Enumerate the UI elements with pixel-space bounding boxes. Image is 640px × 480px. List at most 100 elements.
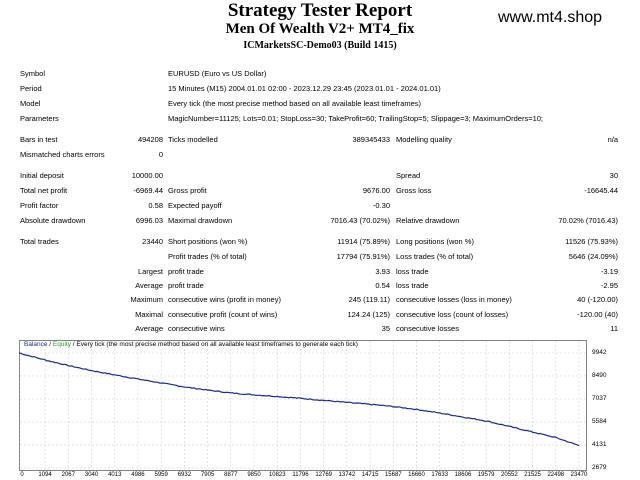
- total-trades-value: 23440: [142, 237, 163, 246]
- server-name: ICMarketsSC-Demo03 (Build 1415): [243, 40, 397, 51]
- x-tick-label: 14715: [361, 472, 379, 478]
- maximal-consecutive-profit-value: 124.24 (125): [347, 310, 390, 319]
- x-tick-label: 3040: [84, 472, 99, 478]
- y-tick-label: 8490: [592, 371, 607, 379]
- gross-profit-value: 9676.00: [362, 186, 390, 195]
- average-label: Average: [135, 281, 163, 290]
- bars-value: 494208: [137, 135, 163, 144]
- x-tick-label: 6932: [177, 472, 192, 478]
- largest-profit-label: profit trade: [168, 267, 204, 276]
- model-value: Every tick (the most precise method base…: [168, 99, 422, 108]
- legend-equity: Equity: [52, 341, 71, 348]
- gross-loss-label: Gross loss: [396, 186, 432, 195]
- chart-frame: [19, 340, 587, 471]
- model-label: Model: [20, 99, 41, 108]
- absolute-drawdown-value: 6996.03: [135, 216, 163, 225]
- balance-chart: [19, 340, 587, 471]
- ticks-label: Ticks modelled: [168, 135, 218, 144]
- max-consecutive-wins-label: consecutive wins (profit in money): [168, 295, 281, 304]
- largest-loss-label: loss trade: [396, 267, 429, 276]
- gross-loss-value: -16645.44: [584, 186, 618, 195]
- total-trades-label: Total trades: [20, 237, 59, 246]
- y-tick-label: 7037: [592, 394, 607, 402]
- spread-value: 30: [609, 171, 618, 180]
- x-tick-label: 23470: [570, 472, 588, 478]
- x-tick-label: 15687: [384, 472, 402, 478]
- x-tick-label: 13742: [338, 472, 356, 478]
- parameters-value: MagicNumber=11125; Lots=0.01; StopLoss=3…: [168, 114, 544, 123]
- average-loss-value: -2.95: [600, 281, 618, 290]
- average-profit-label: profit trade: [168, 281, 204, 290]
- absolute-drawdown-label: Absolute drawdown: [20, 216, 86, 225]
- period-value: 15 Minutes (M15) 2004.01.01 02:00 - 2023…: [168, 84, 441, 93]
- y-tick-label: 2679: [592, 464, 607, 471]
- avg-consecutive-wins-label: consecutive wins: [168, 324, 225, 333]
- x-tick-label: 4986: [131, 472, 145, 478]
- x-tick-label: 16660: [408, 472, 425, 478]
- maximum-label: Maximum: [130, 295, 163, 304]
- relative-drawdown-label: Relative drawdown: [396, 216, 460, 225]
- x-tick-label: 10823: [268, 472, 286, 478]
- largest-profit-value: 3.93: [375, 267, 390, 276]
- x-tick-label: 4013: [108, 472, 122, 478]
- quality-value: n/a: [607, 135, 618, 144]
- balance-line: [19, 352, 580, 447]
- symbol-label: Symbol: [20, 69, 46, 78]
- maximal-consecutive-loss-label: consecutive loss (count of losses): [396, 310, 509, 319]
- avg-consecutive-losses-label: consecutive losses: [396, 324, 459, 333]
- report-title: Strategy Tester Report: [227, 0, 413, 21]
- loss-trades-value: 5646 (24.09%): [568, 252, 618, 261]
- long-positions-value: 11526 (75.93%): [565, 237, 618, 246]
- gross-profit-label: Gross profit: [168, 186, 207, 195]
- y-tick-label: 5584: [592, 418, 607, 425]
- max-consecutive-losses-label: consecutive losses (loss in money): [396, 295, 512, 304]
- profit-factor-value: 0.58: [148, 201, 163, 210]
- x-tick-label: 22498: [547, 472, 565, 478]
- chart-legend: Balance / Equity / Every tick (the most …: [24, 341, 358, 348]
- relative-drawdown-value: 70.02% (7016.43): [558, 216, 618, 225]
- largest-loss-value: -3.19: [600, 267, 618, 276]
- largest-label: Largest: [137, 267, 163, 276]
- symbol-value: EURUSD (Euro vs US Dollar): [168, 69, 267, 78]
- maximal-consecutive-loss-value: -120.00 (40): [577, 310, 618, 319]
- mismatch-label: Mismatched charts errors: [20, 150, 105, 159]
- profit-factor-label: Profit factor: [20, 201, 59, 210]
- deposit-value: 10000.00: [131, 171, 163, 180]
- max-consecutive-wins-value: 245 (119.11): [348, 295, 390, 304]
- average-consecutive-label: Average: [135, 324, 163, 333]
- deposit-label: Initial deposit: [20, 171, 64, 180]
- maximal-consecutive-profit-label: consecutive profit (count of wins): [168, 310, 278, 319]
- max-consecutive-losses-value: 40 (-120.00): [577, 295, 618, 304]
- short-positions-value: 11914 (75.89%): [337, 237, 390, 246]
- long-positions-label: Long positions (won %): [396, 237, 474, 246]
- x-tick-label: 18606: [454, 472, 472, 478]
- x-tick-label: 1094: [38, 472, 52, 478]
- legend-model-text: / Every tick (the most precise method ba…: [71, 341, 358, 348]
- y-tick-label: 9942: [592, 349, 607, 356]
- x-tick-label: 19579: [477, 472, 495, 478]
- ticks-value: 389345433: [352, 135, 390, 144]
- average-loss-label: loss trade: [396, 281, 429, 290]
- x-tick-label: 20552: [501, 472, 518, 478]
- parameters-label: Parameters: [20, 114, 59, 123]
- x-tick-label: 5959: [154, 472, 168, 478]
- x-tick-label: 7905: [200, 472, 215, 478]
- expert-name: Men Of Wealth V2+ MT4_fix: [225, 21, 415, 37]
- profit-trades-label: Profit trades (% of total): [168, 252, 247, 261]
- expected-payoff-value: -0.30: [372, 201, 390, 210]
- short-positions-label: Short positions (won %): [168, 237, 248, 246]
- period-label: Period: [20, 84, 42, 93]
- net-profit-value: -6969.44: [133, 186, 163, 195]
- avg-consecutive-wins-value: 35: [381, 324, 390, 333]
- maximal-drawdown-value: 7016.43 (70.02%): [330, 216, 390, 225]
- spread-label: Spread: [396, 171, 421, 180]
- brand-watermark: www.mt4.shop: [498, 9, 603, 26]
- x-tick-label: 17633: [431, 472, 449, 478]
- avg-consecutive-losses-value: 11: [610, 324, 618, 333]
- loss-trades-label: Loss trades (% of total): [396, 252, 474, 261]
- legend-balance: Balance: [24, 341, 48, 348]
- quality-label: Modelling quality: [396, 135, 452, 144]
- x-tick-label: 0: [20, 472, 24, 478]
- chart-grid: [19, 341, 586, 470]
- x-tick-label: 12769: [315, 472, 332, 478]
